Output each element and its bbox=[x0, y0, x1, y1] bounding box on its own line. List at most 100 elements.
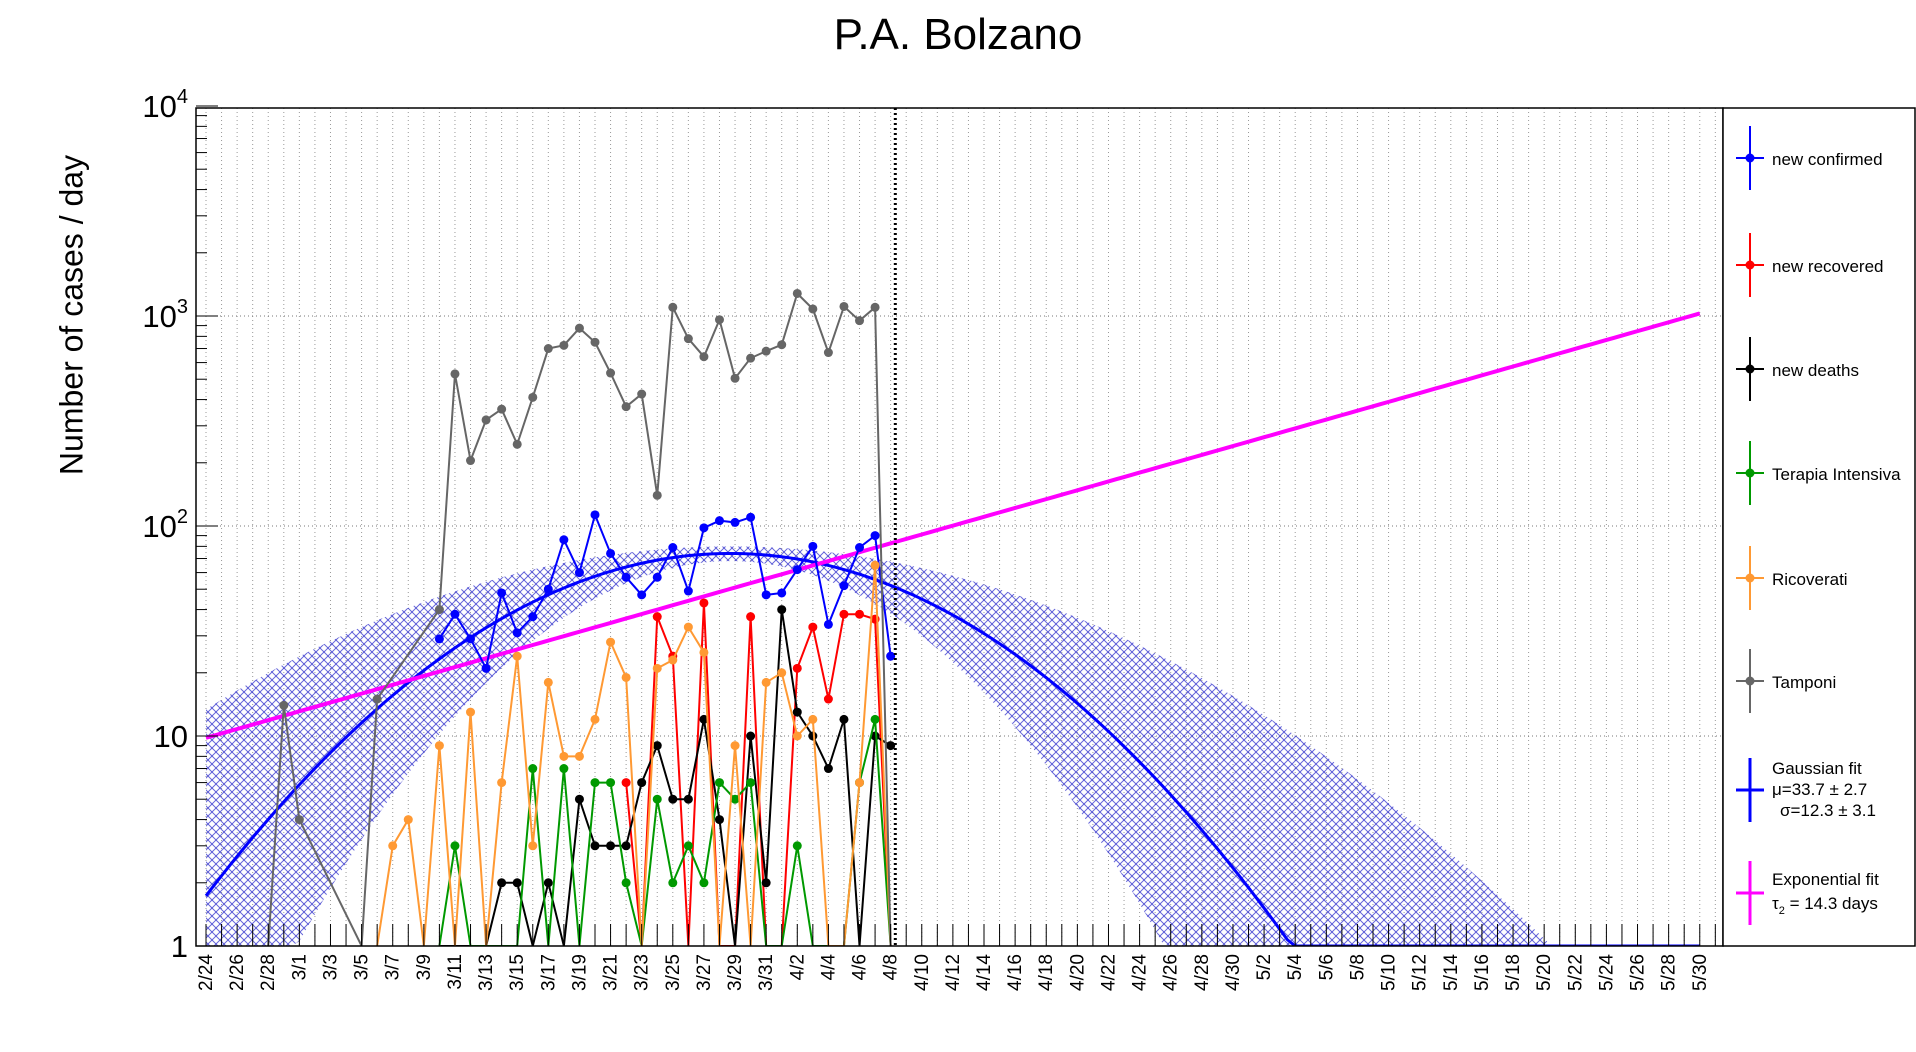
data-point-new-deaths bbox=[668, 794, 678, 804]
legend-label-exponential-fit: Exponential fit bbox=[1772, 870, 1879, 889]
x-tick-label: 5/22 bbox=[1565, 954, 1586, 991]
x-tick-label: 4/14 bbox=[974, 954, 995, 991]
data-point-new-confirmed bbox=[574, 568, 584, 578]
x-tick-label: 5/6 bbox=[1316, 954, 1337, 980]
grid-lines bbox=[196, 108, 1723, 946]
x-tick-label: 3/15 bbox=[507, 954, 528, 991]
data-point-tamponi bbox=[621, 402, 631, 412]
data-point-ricoverati bbox=[403, 815, 413, 825]
data-point-new-deaths bbox=[777, 605, 787, 615]
data-point-new-recovered bbox=[652, 612, 662, 622]
data-point-tamponi bbox=[855, 316, 865, 326]
gaussian-fit-curve bbox=[204, 551, 1700, 946]
data-point-ricoverati bbox=[699, 647, 709, 657]
chart-title: P.A. Bolzano bbox=[833, 10, 1083, 59]
gaussian-fit-uncertainty-band bbox=[206, 546, 1700, 946]
data-point-tamponi bbox=[543, 344, 553, 354]
data-series bbox=[267, 288, 896, 946]
data-point-new-deaths bbox=[792, 707, 802, 717]
data-point-ricoverati bbox=[683, 622, 693, 632]
data-point-new-confirmed bbox=[528, 612, 538, 622]
data-point-new-confirmed bbox=[870, 531, 880, 541]
x-tick-label: 3/27 bbox=[694, 954, 715, 991]
data-point-new-deaths bbox=[746, 731, 756, 741]
data-point-ricoverati bbox=[466, 707, 476, 717]
series-line-terapia-intensiva bbox=[438, 719, 892, 946]
data-point-new-deaths bbox=[512, 878, 522, 888]
data-point-tamponi bbox=[746, 353, 756, 363]
axes: 1 10 102 103 104 2/24 2/26 2/28 3/1 3/3 3/5 3/7 3/9 3… bbox=[142, 86, 1724, 991]
data-point-tamponi bbox=[792, 288, 802, 298]
data-point-terapia-intensiva bbox=[870, 714, 880, 724]
series-line-ricoverati bbox=[376, 565, 892, 946]
x-tick-label: 5/24 bbox=[1596, 954, 1617, 991]
data-point-new-confirmed bbox=[777, 588, 787, 598]
data-point-new-confirmed bbox=[714, 516, 724, 526]
x-tick-label: 5/2 bbox=[1254, 954, 1275, 980]
data-point-tamponi bbox=[606, 368, 616, 378]
data-point-ricoverati bbox=[559, 751, 569, 761]
series-line-new-confirmed bbox=[438, 511, 892, 672]
data-point-new-confirmed bbox=[466, 634, 476, 644]
data-point-terapia-intensiva bbox=[668, 878, 678, 888]
data-point-new-confirmed bbox=[621, 572, 631, 582]
x-tick-label: 5/26 bbox=[1628, 954, 1649, 991]
data-point-ricoverati bbox=[668, 655, 678, 665]
data-point-new-confirmed bbox=[683, 586, 693, 596]
legend-label-tamponi: Tamponi bbox=[1772, 673, 1836, 692]
data-point-tamponi bbox=[730, 373, 740, 383]
data-point-new-deaths bbox=[574, 794, 584, 804]
x-tick-label: 5/14 bbox=[1441, 954, 1462, 991]
exponential-fit-curve bbox=[205, 311, 1701, 740]
data-point-new-confirmed bbox=[839, 581, 849, 591]
data-point-terapia-intensiva bbox=[699, 878, 709, 888]
data-point-ricoverati bbox=[512, 651, 522, 661]
data-point-new-recovered bbox=[823, 694, 833, 704]
legend-label-new-deaths: new deaths bbox=[1772, 361, 1859, 380]
data-point-tamponi bbox=[497, 404, 507, 414]
data-point-new-recovered bbox=[839, 609, 849, 619]
data-point-new-deaths bbox=[652, 741, 662, 751]
x-tick-label: 4/2 bbox=[787, 954, 808, 980]
data-point-new-deaths bbox=[761, 878, 771, 888]
legend-label-gaussian-mu: μ=33.7 ± 2.7 bbox=[1772, 780, 1867, 799]
legend-marker-terapia-intensiva bbox=[1745, 468, 1755, 478]
x-tick-label: 4/24 bbox=[1130, 954, 1151, 991]
data-point-tamponi bbox=[652, 490, 662, 500]
legend-label-exponential-tau: τ2 = 14.3 days bbox=[1772, 894, 1878, 917]
x-tick-label: 5/18 bbox=[1503, 954, 1524, 991]
data-point-new-confirmed bbox=[668, 542, 678, 552]
x-tick-label: 3/25 bbox=[663, 954, 684, 991]
data-point-tamponi bbox=[450, 369, 460, 379]
data-point-tamponi bbox=[870, 302, 880, 312]
data-point-tamponi bbox=[808, 304, 818, 314]
data-point-new-deaths bbox=[637, 778, 647, 788]
data-point-new-confirmed bbox=[761, 590, 771, 600]
legend-marker-new-deaths bbox=[1745, 364, 1755, 374]
data-point-terapia-intensiva bbox=[714, 778, 724, 788]
data-point-tamponi bbox=[294, 815, 304, 825]
legend-marker-ricoverati bbox=[1745, 573, 1755, 583]
data-point-ricoverati bbox=[808, 714, 818, 724]
x-tick-label: 4/16 bbox=[1005, 954, 1026, 991]
data-point-new-confirmed bbox=[746, 512, 756, 522]
legend-box bbox=[1722, 107, 1916, 947]
gaussian-fit-band bbox=[206, 546, 1700, 946]
data-point-new-recovered bbox=[792, 663, 802, 673]
legend-label-terapia-intensiva: Terapia Intensiva bbox=[1772, 465, 1901, 484]
x-tick-label: 4/10 bbox=[912, 954, 933, 991]
data-point-ricoverati bbox=[621, 672, 631, 682]
y-tick-label: 1 bbox=[171, 929, 188, 964]
x-tick-label: 5/20 bbox=[1534, 954, 1555, 991]
data-point-terapia-intensiva bbox=[590, 778, 600, 788]
data-point-tamponi bbox=[637, 389, 647, 399]
x-tick-label: 3/9 bbox=[414, 954, 435, 980]
y-tick-label: 102 bbox=[142, 506, 188, 544]
x-tick-label: 4/8 bbox=[881, 954, 902, 980]
x-tick-label: 5/12 bbox=[1410, 954, 1431, 991]
data-point-ricoverati bbox=[574, 751, 584, 761]
x-tick-label: 2/24 bbox=[196, 954, 217, 991]
data-point-ricoverati bbox=[590, 714, 600, 724]
y-tick-label: 104 bbox=[142, 86, 188, 124]
